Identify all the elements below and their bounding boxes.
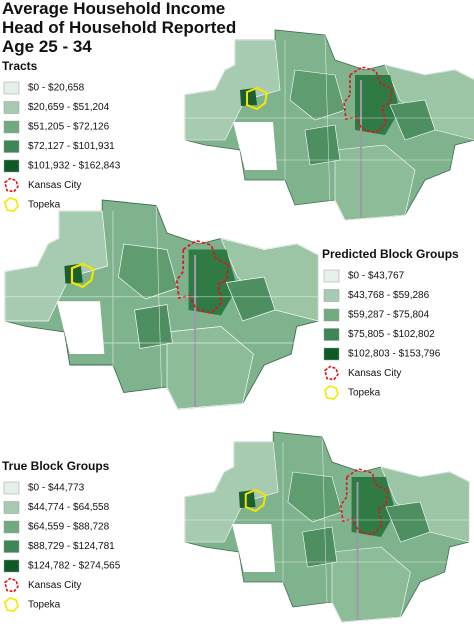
legend-swatch xyxy=(3,81,20,95)
legend-swatch xyxy=(323,347,340,361)
title-line: Age 25 - 34 xyxy=(2,37,92,56)
legend-outline xyxy=(4,577,19,593)
legend-outline xyxy=(4,597,19,612)
legend-outline xyxy=(324,365,339,381)
legend-label: $20,659 - $51,204 xyxy=(28,102,110,113)
true-map xyxy=(184,431,471,623)
legend-title: True Block Groups xyxy=(2,459,110,473)
legend-swatch xyxy=(3,120,20,134)
legend-label: $124,782 - $274,565 xyxy=(28,561,121,572)
legend-swatch xyxy=(323,308,340,322)
legend-label: $72,127 - $101,931 xyxy=(28,141,115,152)
legend-swatch xyxy=(323,328,340,341)
legend-label: $59,287 - $75,804 xyxy=(348,310,430,321)
legend-label: Topeka xyxy=(348,388,381,399)
legends: Tracts $0 - $20,658 $20,659 - $51,204 $51,2… xyxy=(2,59,459,612)
legend-swatch xyxy=(3,140,20,153)
legend-label: $64,559 - $88,728 xyxy=(28,522,110,533)
legend-label: $101,932 - $162,843 xyxy=(28,161,121,172)
legend-label: $51,205 - $72,126 xyxy=(28,122,110,133)
legend-label: $0 - $44,773 xyxy=(28,483,85,494)
legend-swatch xyxy=(3,540,20,553)
legend-swatch xyxy=(3,481,20,495)
legend-outline xyxy=(4,197,19,212)
legend-title: Tracts xyxy=(2,59,38,73)
legend-label: Kansas City xyxy=(28,580,81,591)
legend-label: Topeka xyxy=(28,200,61,211)
title-line: Head of Household Reported xyxy=(2,18,236,37)
legend-label: $75,805 - $102,802 xyxy=(348,329,435,340)
legend-label: $102,803 - $153,796 xyxy=(348,349,441,360)
tracts-map xyxy=(184,29,474,221)
legend-label: $0 - $43,767 xyxy=(348,271,405,282)
legend-swatch xyxy=(3,501,20,514)
legend-swatch xyxy=(3,520,20,534)
legend-swatch xyxy=(3,159,20,173)
legend-label: $43,768 - $59,286 xyxy=(348,290,430,301)
legend-swatch xyxy=(323,289,340,302)
legend-title: Predicted Block Groups xyxy=(322,247,459,261)
legend-label: $0 - $20,658 xyxy=(28,83,85,94)
legend-outline xyxy=(324,385,339,400)
legend-label: Topeka xyxy=(28,600,61,611)
legend-swatch xyxy=(323,269,340,283)
legend-swatch xyxy=(3,559,20,573)
legend-label: Kansas City xyxy=(28,180,81,191)
predicted-map xyxy=(3,198,320,411)
legend-label: Kansas City xyxy=(348,368,401,379)
legend-swatch xyxy=(3,101,20,114)
legend-label: $88,729 - $124,781 xyxy=(28,541,115,552)
legend-outline xyxy=(4,177,19,193)
legend-label: $44,774 - $64,558 xyxy=(28,502,110,513)
title-line: Average Household Income xyxy=(2,0,225,18)
